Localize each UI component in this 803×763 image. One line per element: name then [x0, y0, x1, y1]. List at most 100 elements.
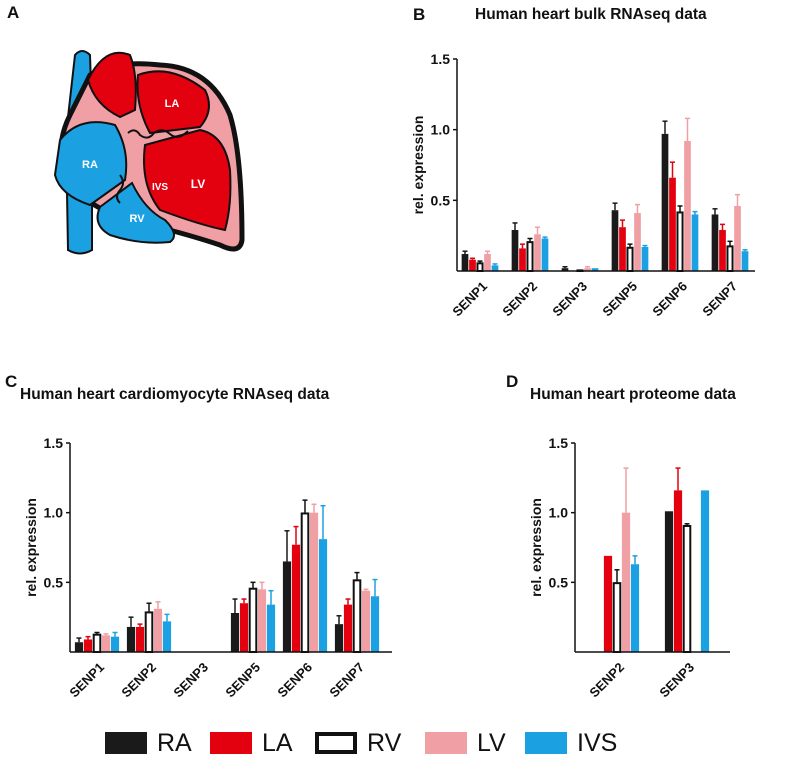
bar-senp7-la — [343, 604, 353, 652]
bar-senp1-ivs — [110, 636, 120, 652]
bar-senp7-la — [719, 230, 726, 271]
bar-senp1-ra — [461, 254, 469, 271]
y-tick-label: 1.5 — [431, 51, 451, 67]
bar-senp6-la — [291, 544, 301, 652]
x-tick-label-senp5: SENP5 — [222, 660, 263, 701]
right-atrium-shape — [53, 121, 128, 207]
bar-senp2-rv — [526, 241, 534, 272]
valve-line — [127, 129, 189, 139]
bar-senp1-ra — [74, 642, 84, 652]
label-ra: RA — [82, 159, 98, 171]
bar-senp3-ra — [561, 268, 569, 271]
label-rv: RV — [129, 213, 145, 225]
x-tick-label-senp7: SENP7 — [699, 279, 740, 320]
legend-swatch-la — [210, 732, 252, 754]
y-tick-label: 1.0 — [549, 505, 569, 521]
bar-senp5-la — [239, 603, 249, 652]
x-tick-label-senp6: SENP6 — [274, 660, 315, 701]
bar-senp5-lv — [257, 589, 267, 652]
bar-senp7-lv — [361, 590, 371, 652]
bar-senp6-lv — [684, 140, 691, 271]
bar-senp2-ra — [126, 626, 136, 652]
panel-a-letter: A — [7, 3, 20, 22]
panel-b-letter: B — [413, 5, 426, 24]
x-tick-label-senp3: SENP3 — [549, 279, 590, 320]
aorta — [86, 51, 137, 119]
legend-label-rv: RV — [367, 729, 402, 757]
x-tick-label-senp2: SENP2 — [586, 660, 627, 701]
x-tick-label-senp2: SENP2 — [499, 279, 540, 320]
legend-swatch-ra — [105, 732, 147, 754]
bar-senp2-ra — [511, 230, 519, 271]
bar-senp6-ra — [282, 561, 292, 652]
panel-d-title: Human heart proteome data — [530, 386, 736, 403]
bar-senp1-la — [469, 259, 476, 271]
x-tick-label-senp1: SENP1 — [449, 279, 490, 320]
label-lv: LV — [191, 177, 205, 191]
bar-senp5-rv — [248, 587, 258, 653]
x-tick-label-senp2: SENP2 — [118, 660, 159, 701]
bar-senp5-ivs — [266, 604, 276, 652]
bar-senp2-lv — [153, 608, 163, 652]
y-tick-label: 1.0 — [431, 122, 451, 138]
bar-senp5-rv — [626, 246, 634, 272]
bar-senp5-lv — [634, 213, 641, 271]
bar-senp2-ivs — [162, 621, 172, 652]
legend-label-la: LA — [262, 729, 293, 757]
bar-senp1-la — [83, 639, 93, 652]
legend-swatch-rv — [315, 732, 357, 754]
legend-label-ivs: IVS — [577, 729, 618, 757]
legend: RA LA RV LV IVS — [0, 728, 803, 762]
chart-d: 0.5 1.0 1.5 rel. expression SENP2 SENP3 — [528, 435, 730, 701]
y-tick-label: 1.5 — [44, 435, 64, 451]
bar-senp1-lv — [484, 254, 491, 271]
x-tick-label-senp6: SENP6 — [649, 279, 690, 320]
bar-senp2-rv — [612, 582, 622, 653]
bar-senp6-la — [669, 177, 676, 271]
panel-b-title: Human heart bulk RNAseq data — [475, 6, 707, 23]
bar-senp7-lv — [734, 205, 741, 271]
bar-senp7-ivs — [370, 596, 380, 652]
bar-senp6-lv — [309, 512, 319, 652]
y-axis-label: rel. expression — [528, 498, 544, 597]
bar-senp7-rv — [352, 579, 362, 653]
bar-senp2-lv — [621, 512, 631, 652]
bar-senp2-ivs — [541, 238, 549, 271]
bar-senp1-rv — [92, 633, 102, 653]
bar-senp6-ivs — [318, 539, 328, 652]
bar-senp2-rv — [144, 611, 154, 653]
bar-senp3-ivs — [591, 268, 599, 271]
bar-senp1-rv — [476, 262, 484, 273]
bar-senp6-rv — [676, 211, 684, 273]
y-tick-label: 0.5 — [549, 574, 569, 590]
heart-diagram: LA RA IVS LV RV — [53, 50, 245, 255]
bar-senp1-lv — [101, 635, 111, 652]
x-tick-label-senp1: SENP1 — [66, 660, 107, 701]
legend-swatch-lv — [425, 732, 467, 754]
x-tick-label-senp3: SENP3 — [170, 660, 211, 701]
x-tick-label-senp3: SENP3 — [656, 660, 697, 701]
chart-c: 0.5 1.0 1.5 rel. expression SENP1 SENP2 SENP3 S… — [23, 435, 392, 701]
legend-label-ra: RA — [157, 729, 192, 757]
label-la: LA — [165, 98, 180, 110]
bar-senp2-la — [135, 626, 145, 652]
y-tick-label: 0.5 — [44, 574, 64, 590]
bar-senp3-ivs — [700, 490, 710, 652]
bar-senp5-ra — [230, 612, 240, 652]
y-tick-label: 1.5 — [549, 435, 569, 451]
x-tick-label-senp7: SENP7 — [326, 660, 367, 701]
bar-senp3-la — [673, 490, 683, 652]
bar-senp6-rv — [300, 512, 310, 654]
bar-senp1-ivs — [491, 265, 499, 271]
panel-c-letter: C — [5, 372, 18, 391]
panel-d-letter: D — [506, 372, 519, 391]
legend-swatch-ivs — [525, 732, 567, 754]
x-tick-label-senp5: SENP5 — [599, 279, 640, 320]
left-ventricle-shape — [143, 128, 232, 232]
bar-senp5-la — [619, 227, 626, 271]
bar-senp3-rv — [682, 525, 692, 653]
y-tick-label: 0.5 — [431, 192, 451, 208]
valve-line — [116, 174, 124, 204]
bar-senp3-ra — [664, 511, 674, 652]
